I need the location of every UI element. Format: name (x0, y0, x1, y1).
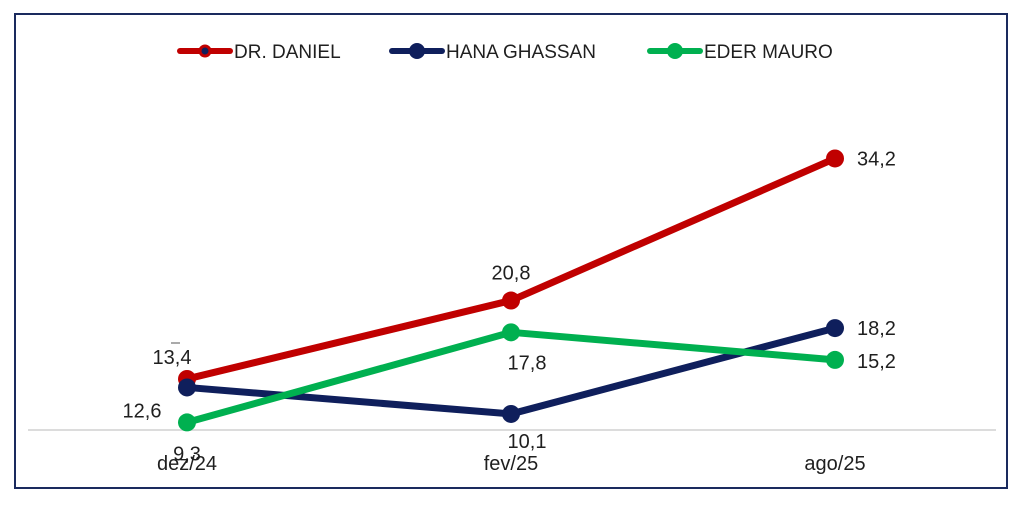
data-label-eder-mauro: 9,3 (173, 443, 201, 465)
legend-item-hana-ghassan: HANA GHASSAN (389, 42, 596, 63)
data-point-hana-ghassan (502, 404, 520, 423)
x-tick-label: dez/24 (157, 453, 217, 475)
data-label-eder-mauro: 15,2 (857, 351, 896, 373)
data-point-hana-ghassan (178, 378, 196, 397)
data-label-eder-mauro: 17,8 (508, 352, 547, 374)
legend-swatch-marker (667, 43, 683, 59)
data-point-dr-daniel (826, 149, 844, 168)
legend-item-eder-mauro: EDER MAURO (647, 42, 833, 63)
x-tick-label: ago/25 (804, 453, 865, 475)
data-label-hana-ghassan: 10,1 (508, 431, 547, 453)
data-point-eder-mauro (178, 413, 196, 432)
legend-label: EDER MAURO (704, 42, 833, 63)
legend-swatch-marker (409, 43, 425, 59)
x-tick-label: fev/25 (484, 453, 538, 475)
series-points (178, 149, 844, 432)
legend-label: HANA GHASSAN (446, 42, 596, 63)
data-label-dr-daniel: 34,2 (857, 148, 896, 170)
data-label-hana-ghassan: 12,6 (123, 400, 162, 422)
legend: DR. DANIEL HANA GHASSAN EDER MAURO (177, 42, 833, 63)
legend-label: DR. DANIEL (234, 42, 341, 63)
data-labels: 13,4 20,8 34,2 12,6 10,1 18,2 9,3 17,8 15,2 (123, 148, 896, 465)
legend-item-dr-daniel: DR. DANIEL (177, 42, 341, 63)
legend-swatch-marker (198, 44, 212, 58)
x-tick-labels: dez/24 fev/25 ago/25 (157, 453, 866, 475)
data-point-dr-daniel (502, 291, 520, 310)
series-lines (183, 154, 839, 426)
data-label-dr-daniel: 13,4 (153, 347, 192, 369)
data-point-eder-mauro (826, 350, 844, 369)
data-point-eder-mauro (502, 323, 520, 342)
data-label-dr-daniel: 20,8 (492, 263, 531, 285)
data-point-hana-ghassan (826, 319, 844, 338)
data-label-hana-ghassan: 18,2 (857, 318, 896, 340)
